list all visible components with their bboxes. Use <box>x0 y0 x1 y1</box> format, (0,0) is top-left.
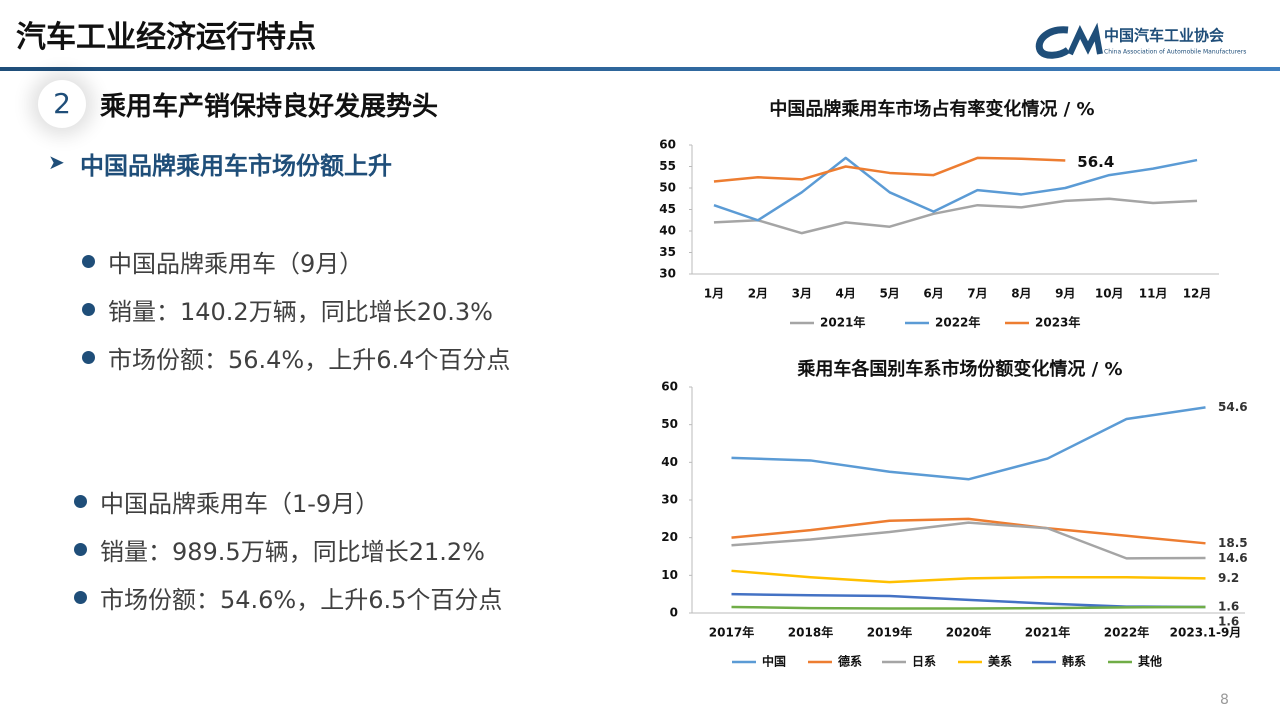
x-tick-label: 9月 <box>1055 287 1075 301</box>
page-number: 8 <box>1220 692 1229 708</box>
x-tick-label: 8月 <box>1011 287 1031 301</box>
legend-label: 2023年 <box>1035 315 1080 330</box>
arrow-marker: ➤ <box>48 150 65 174</box>
x-tick-label: 11月 <box>1139 287 1168 301</box>
legend-label: 美系 <box>988 654 1012 669</box>
x-tick-label: 3月 <box>792 287 812 301</box>
data-label: 54.6 <box>1218 400 1248 414</box>
annotation: 56.4 <box>1077 153 1114 171</box>
legend-label: 德系 <box>838 654 862 669</box>
bullet-dot <box>82 255 95 268</box>
y-tick-label: 50 <box>659 181 676 195</box>
bullet-text: 市场份额：56.4%，上升6.4个百分点 <box>108 346 511 374</box>
series-line <box>731 592 1206 609</box>
x-tick-label: 12月 <box>1183 287 1212 301</box>
logo-english: China Association of Automobile Manufact… <box>1104 49 1246 56</box>
y-tick-label: 55 <box>659 159 676 173</box>
legend-label: 中国 <box>762 654 786 669</box>
x-tick-label: 2018年 <box>788 625 833 640</box>
x-tick-label: 4月 <box>836 287 856 301</box>
logo-mark <box>1035 26 1071 59</box>
legend-label: 2021年 <box>820 315 865 330</box>
x-tick-label: 2020年 <box>946 625 991 640</box>
x-tick-label: 7月 <box>967 287 987 301</box>
data-label: 1.6 <box>1218 614 1239 628</box>
chart-title: 乘用车各国别车系市场份额变化情况 / % <box>796 358 1122 380</box>
legend-label: 其他 <box>1138 654 1162 669</box>
y-tick-label: 30 <box>661 493 678 507</box>
series-line <box>713 197 1198 235</box>
y-tick-label: 35 <box>659 245 676 259</box>
x-tick-label: 2021年 <box>1025 625 1070 640</box>
x-tick-label: 10月 <box>1095 287 1124 301</box>
series-line <box>731 569 1206 584</box>
y-tick-label: 40 <box>659 224 676 238</box>
x-tick-label: 5月 <box>879 287 899 301</box>
y-tick-label: 60 <box>661 380 678 394</box>
bullet-text: 中国品牌乘用车（9月） <box>108 250 364 278</box>
x-tick-label: 6月 <box>923 287 943 301</box>
data-label: 9.2 <box>1218 571 1239 585</box>
y-tick-label: 50 <box>661 417 678 431</box>
chart-title: 中国品牌乘用车市场占有率变化情况 / % <box>769 98 1094 120</box>
series-line <box>731 521 1206 560</box>
series-line <box>731 406 1206 481</box>
series-line <box>713 156 1198 222</box>
bullet-dot <box>74 495 87 508</box>
logo: 中国汽车工业协会 China Association of Automobile… <box>1035 22 1246 59</box>
bullet-dot <box>74 543 87 556</box>
series-line <box>731 605 1206 610</box>
bullet-text: 市场份额：54.6%，上升6.5个百分点 <box>100 586 503 614</box>
bullet-dot <box>82 351 95 364</box>
data-label: 14.6 <box>1218 551 1248 565</box>
bullet-text: 中国品牌乘用车（1-9月） <box>100 490 380 518</box>
y-tick-label: 30 <box>659 267 676 281</box>
section-title: 乘用车产销保持良好发展势头 <box>100 92 439 122</box>
bullet-text: 销量：989.5万辆，同比增长21.2% <box>100 538 485 566</box>
y-tick-label: 10 <box>661 568 678 582</box>
data-label: 18.5 <box>1218 536 1248 550</box>
y-tick-label: 0 <box>670 606 678 620</box>
bullet-dot <box>74 591 87 604</box>
y-tick-label: 60 <box>659 138 676 152</box>
x-tick-label: 2022年 <box>1104 625 1149 640</box>
y-tick-label: 20 <box>661 530 678 544</box>
y-tick-label: 45 <box>659 202 676 216</box>
logo-name: 中国汽车工业协会 <box>1104 27 1224 45</box>
header-rule <box>0 67 1280 71</box>
x-tick-label: 2023.1-9月 <box>1170 626 1242 640</box>
bullet-dot <box>82 303 95 316</box>
x-tick-label: 2017年 <box>709 625 754 640</box>
series-line <box>731 517 1206 545</box>
series-line <box>713 156 1066 183</box>
bullet-text: 销量：140.2万辆，同比增长20.3% <box>108 298 493 326</box>
data-label: 1.6 <box>1218 599 1239 613</box>
x-tick-label: 2019年 <box>867 625 912 640</box>
legend-label: 韩系 <box>1062 654 1086 669</box>
y-tick-label: 40 <box>661 455 678 469</box>
section-subtitle: 中国品牌乘用车市场份额上升 <box>80 152 392 180</box>
x-tick-label: 2月 <box>748 287 768 301</box>
logo-mark <box>1067 22 1103 56</box>
x-tick-label: 1月 <box>704 287 724 301</box>
section-number: 2 <box>38 80 86 128</box>
legend-label: 日系 <box>912 654 936 669</box>
slide-title: 汽车工业经济运行特点 <box>16 20 316 55</box>
legend-label: 2022年 <box>935 315 980 330</box>
